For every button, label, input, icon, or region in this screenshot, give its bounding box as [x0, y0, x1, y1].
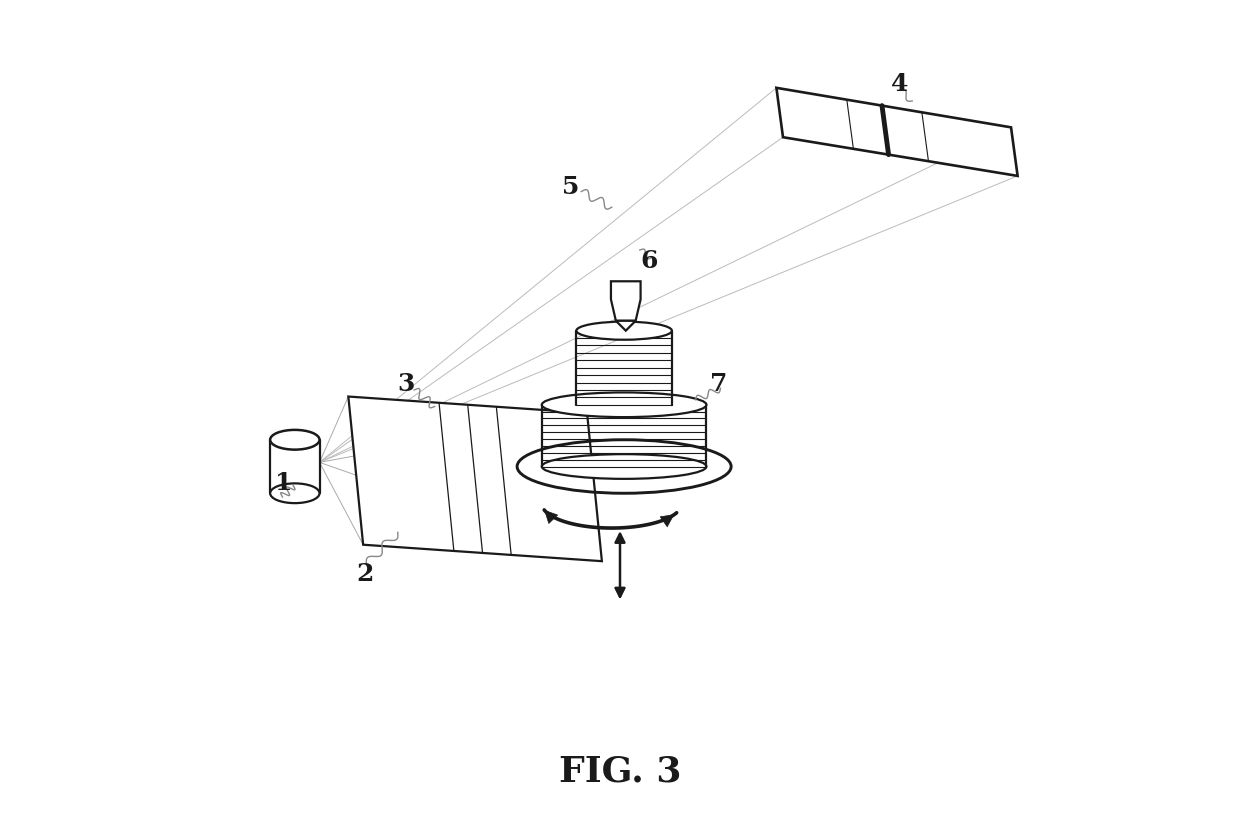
Text: FIG. 3: FIG. 3 — [559, 754, 681, 788]
Text: 1: 1 — [275, 471, 293, 495]
Polygon shape — [611, 282, 641, 320]
Text: 6: 6 — [640, 249, 657, 273]
Text: 5: 5 — [562, 174, 579, 198]
Text: 7: 7 — [711, 373, 728, 396]
Ellipse shape — [270, 483, 320, 503]
Ellipse shape — [542, 454, 707, 479]
Text: 4: 4 — [892, 72, 909, 96]
Ellipse shape — [270, 430, 320, 449]
Polygon shape — [616, 320, 636, 330]
Ellipse shape — [542, 392, 707, 417]
Polygon shape — [776, 88, 1018, 176]
Text: 2: 2 — [356, 562, 373, 586]
Ellipse shape — [577, 321, 672, 339]
Text: 3: 3 — [397, 373, 414, 396]
Polygon shape — [348, 396, 601, 561]
